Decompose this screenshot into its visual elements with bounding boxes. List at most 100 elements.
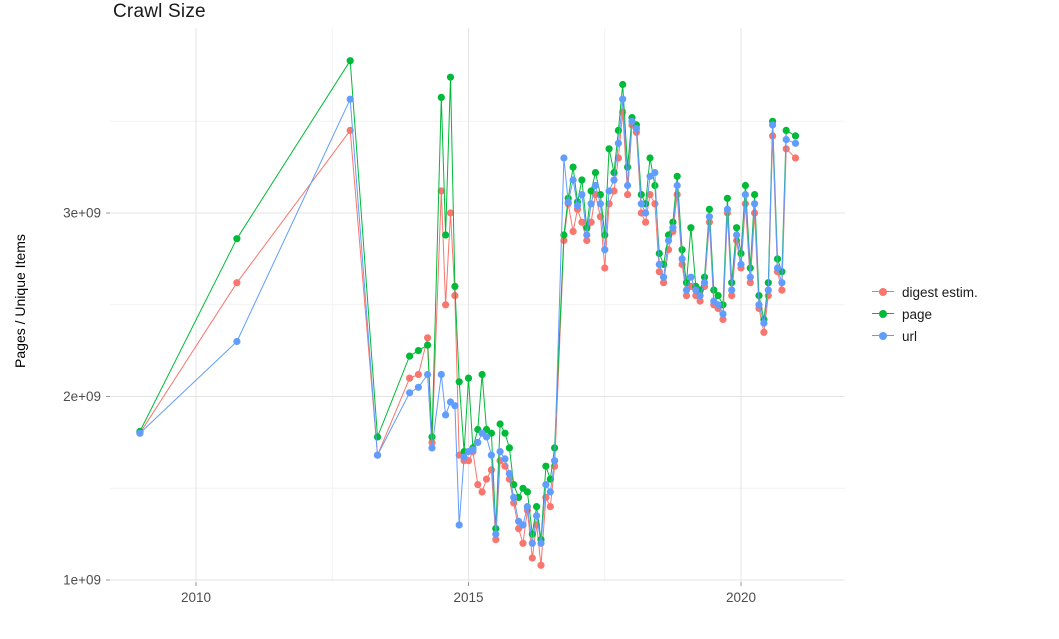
data-point (414, 383, 422, 391)
data-point (233, 235, 241, 243)
data-point (519, 539, 527, 547)
data-point (587, 200, 595, 208)
data-point (578, 176, 586, 184)
data-point (437, 187, 445, 195)
data-point (424, 370, 432, 379)
data-point (373, 433, 382, 441)
data-point (719, 315, 727, 323)
data-point (591, 169, 600, 177)
data-point (760, 328, 768, 336)
data-point (723, 194, 732, 202)
data-point (605, 200, 613, 208)
data-point (741, 191, 750, 199)
data-point (619, 95, 627, 103)
data-point (696, 292, 704, 300)
data-point (791, 154, 800, 162)
data-point (755, 301, 763, 309)
data-point (746, 273, 754, 281)
data-point (428, 444, 436, 452)
data-point (578, 218, 586, 226)
data-point (569, 227, 577, 235)
data-point (651, 169, 659, 177)
data-point (496, 420, 504, 428)
data-point (424, 334, 432, 342)
data-point (136, 429, 144, 437)
data-point (596, 200, 605, 208)
data-point (569, 163, 577, 171)
data-point (583, 224, 591, 232)
data-point (673, 172, 681, 180)
data-point (551, 457, 559, 465)
data-point (605, 187, 613, 195)
data-point (523, 503, 532, 511)
data-point (682, 292, 691, 300)
data-point (406, 374, 414, 382)
data-point (733, 224, 741, 232)
data-point (700, 279, 709, 287)
data-point (469, 446, 477, 454)
data-point (791, 139, 800, 147)
data-point (714, 292, 722, 300)
data-point (687, 273, 695, 281)
data-point (751, 191, 759, 199)
series-line-2 (139, 98, 796, 544)
data-point (601, 264, 609, 272)
legend-item-page: page (872, 303, 978, 325)
legend-key-url-icon (872, 329, 894, 343)
data-point (628, 117, 636, 125)
data-point (660, 279, 668, 287)
data-point (673, 181, 681, 190)
legend-key-page-icon (872, 307, 894, 321)
data-point (373, 451, 382, 459)
data-point (773, 264, 782, 272)
data-point (760, 319, 768, 327)
data-point (610, 169, 618, 177)
data-point (637, 200, 645, 208)
data-point (624, 163, 632, 171)
data-point (655, 260, 663, 268)
data-point (451, 402, 459, 410)
data-point (442, 301, 450, 309)
data-point (528, 539, 536, 547)
data-point (564, 198, 572, 206)
data-point (692, 286, 700, 294)
data-point (501, 455, 509, 463)
data-point (528, 554, 536, 562)
data-point (782, 136, 790, 144)
data-point (678, 246, 686, 254)
data-point (778, 286, 786, 294)
data-point (619, 80, 627, 89)
data-point (751, 200, 759, 208)
data-point (578, 191, 586, 199)
data-point (460, 453, 468, 461)
data-point (546, 503, 554, 511)
data-point (705, 205, 714, 213)
data-point (624, 181, 632, 190)
data-point (637, 191, 645, 199)
x-tick-label: 2010 (181, 590, 211, 605)
data-point (655, 249, 663, 257)
data-point (542, 462, 550, 470)
x-tick-label: 2020 (726, 590, 756, 605)
data-point (664, 236, 673, 245)
data-point (741, 181, 750, 190)
data-point (505, 444, 513, 452)
data-point (455, 521, 463, 529)
data-point (537, 539, 545, 547)
data-point (705, 213, 714, 221)
data-point (406, 389, 414, 397)
data-point (651, 200, 659, 208)
data-point (591, 181, 600, 190)
data-point (233, 337, 241, 346)
legend-item-url: url (872, 325, 978, 347)
legend: digest estim. page url (872, 281, 978, 347)
data-point (583, 236, 591, 245)
data-point (632, 125, 641, 133)
data-point (542, 481, 550, 489)
data-point (573, 202, 582, 210)
legend-label-digest-estim: digest estim. (902, 284, 978, 300)
data-point (651, 181, 659, 190)
data-point (610, 176, 618, 184)
data-point (233, 279, 241, 287)
